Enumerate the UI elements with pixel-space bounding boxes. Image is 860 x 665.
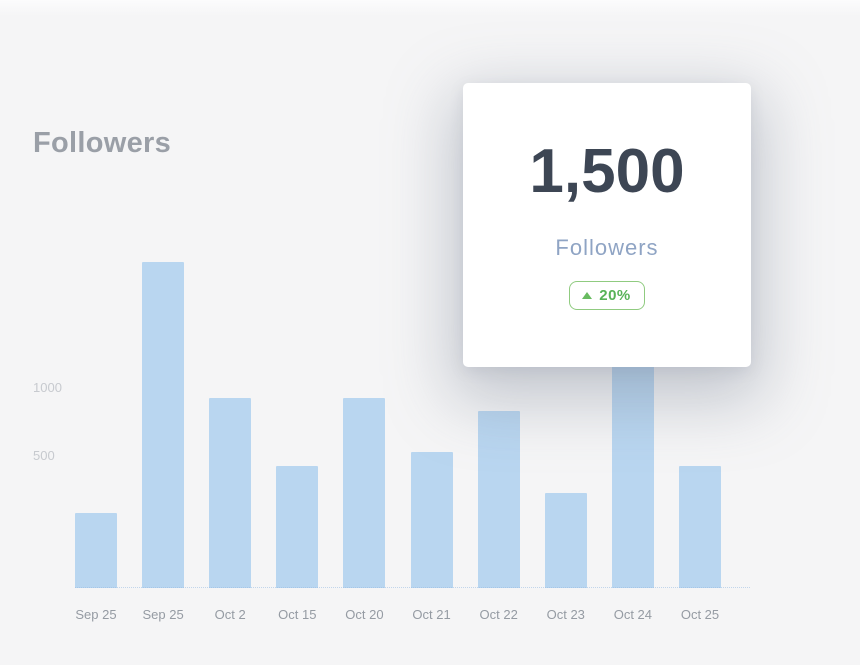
y-axis: 500 1000 [0,0,70,600]
triangle-up-icon [582,292,593,299]
followers-label: Followers [555,235,659,260]
bar-oct-15 [276,465,319,588]
bar-oct-23 [544,492,587,588]
x-axis-label: Oct 21 [412,607,451,622]
bar-sep-25 [75,513,117,588]
bar-oct-21 [410,452,453,588]
bar-oct-24 [611,356,654,588]
x-axis-label: Oct 20 [345,607,384,622]
x-axis-labels: Sep 25 Sep 25 Oct 2 Oct 15 Oct 20 Oct 21 Oct 2… [75,607,721,622]
bar-oct-2 [209,397,252,588]
followers-count: 1,500 [529,137,685,206]
trend-badge: 20% [569,281,645,310]
bar-oct-22 [477,411,520,588]
x-axis-label: Sep 25 [75,607,117,622]
bar-sep-25 [142,261,185,588]
y-axis-tick: 1000 [33,380,62,395]
x-axis-label: Oct 23 [546,607,585,622]
bar-oct-25 [678,465,721,588]
x-axis-label: Oct 15 [278,607,317,622]
x-axis-label: Oct 24 [613,607,653,622]
x-axis-label: Oct 22 [479,607,518,622]
x-axis-baseline [75,587,750,588]
x-axis-label: Oct 2 [214,607,246,622]
bar-oct-20 [343,397,386,588]
followers-summary-card: 1,500 Followers 20% [463,83,751,367]
y-axis-tick: 500 [33,448,55,463]
bar-chart [75,248,721,588]
trend-value: 20% [599,287,631,304]
x-axis-label: Oct 25 [680,607,720,622]
x-axis-label: Sep 25 [142,607,184,622]
chart-title: Followers [33,127,172,159]
